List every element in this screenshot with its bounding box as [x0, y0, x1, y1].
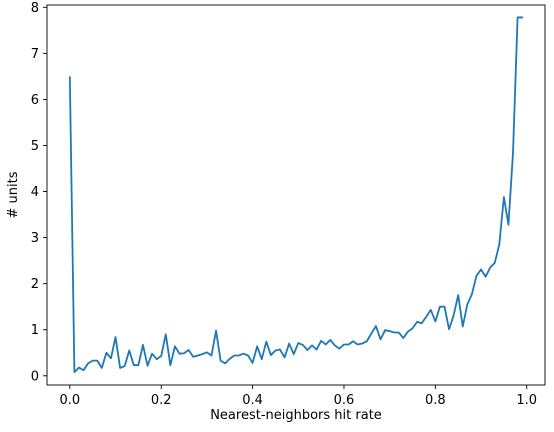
- y-tick-label: 6: [31, 93, 39, 108]
- x-tick-label: 0.8: [425, 393, 446, 408]
- x-tick-label: 1.0: [516, 393, 537, 408]
- x-axis-label: Nearest-neighbors hit rate: [210, 408, 382, 423]
- x-tick-label: 0.4: [242, 393, 263, 408]
- x-tick-label: 0.6: [334, 393, 355, 408]
- y-tick-label: 0: [31, 369, 39, 384]
- y-tick-label: 1: [31, 323, 39, 338]
- y-tick-label: 5: [31, 139, 39, 154]
- y-tick-label: 2: [31, 277, 39, 292]
- x-tick-label: 0.0: [60, 393, 81, 408]
- y-tick-label: 7: [31, 47, 39, 62]
- x-tick-label: 0.2: [151, 393, 172, 408]
- y-tick-label: 3: [31, 231, 39, 246]
- y-tick-label: 8: [31, 1, 39, 16]
- y-axis-label: # units: [6, 171, 21, 218]
- y-tick-label: 4: [31, 185, 39, 200]
